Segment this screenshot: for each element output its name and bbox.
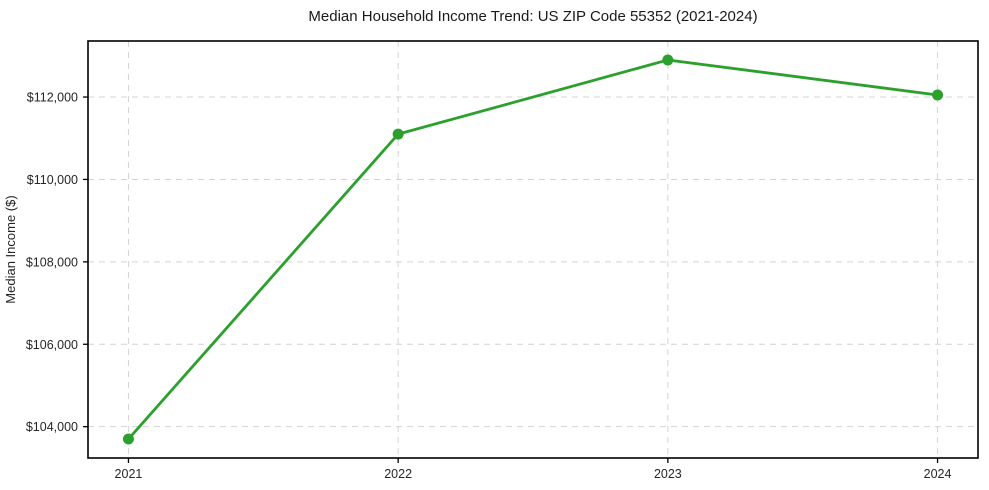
x-tick-label: 2022 [384,467,412,481]
x-tick-label: 2021 [115,467,143,481]
chart-title: Median Household Income Trend: US ZIP Co… [308,8,757,25]
data-point-2023 [662,54,674,66]
y-axis-label: Median Income ($) [3,195,18,303]
data-point-2022 [392,128,404,140]
income-trend-line [127,58,939,441]
data-point-2024 [932,89,944,101]
y-tick-label: $108,000 [26,255,78,269]
series-layer [122,54,944,445]
x-tick-label: 2023 [654,467,682,481]
plot-frame [87,40,979,459]
y-tick-label: $110,000 [27,173,78,187]
y-tick-label: $112,000 [27,91,78,105]
grid-layer [88,41,978,458]
y-tick-label: $106,000 [26,338,78,352]
axes-layer: 2021 2022 2023 2024 $104,000 $106,000 $108,000… [26,40,979,481]
y-tick-label: $104,000 [26,420,78,434]
data-point-2021 [122,433,134,445]
x-tick-label: 2024 [924,467,952,481]
